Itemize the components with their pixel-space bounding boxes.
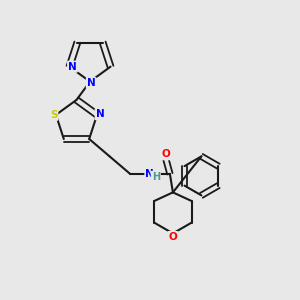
- Text: O: O: [169, 232, 177, 242]
- Text: H: H: [152, 172, 160, 182]
- Text: N: N: [87, 78, 96, 88]
- Text: N: N: [68, 62, 77, 72]
- Text: O: O: [161, 149, 170, 159]
- Text: N: N: [96, 109, 104, 119]
- Text: N: N: [146, 169, 154, 179]
- Text: S: S: [50, 110, 57, 120]
